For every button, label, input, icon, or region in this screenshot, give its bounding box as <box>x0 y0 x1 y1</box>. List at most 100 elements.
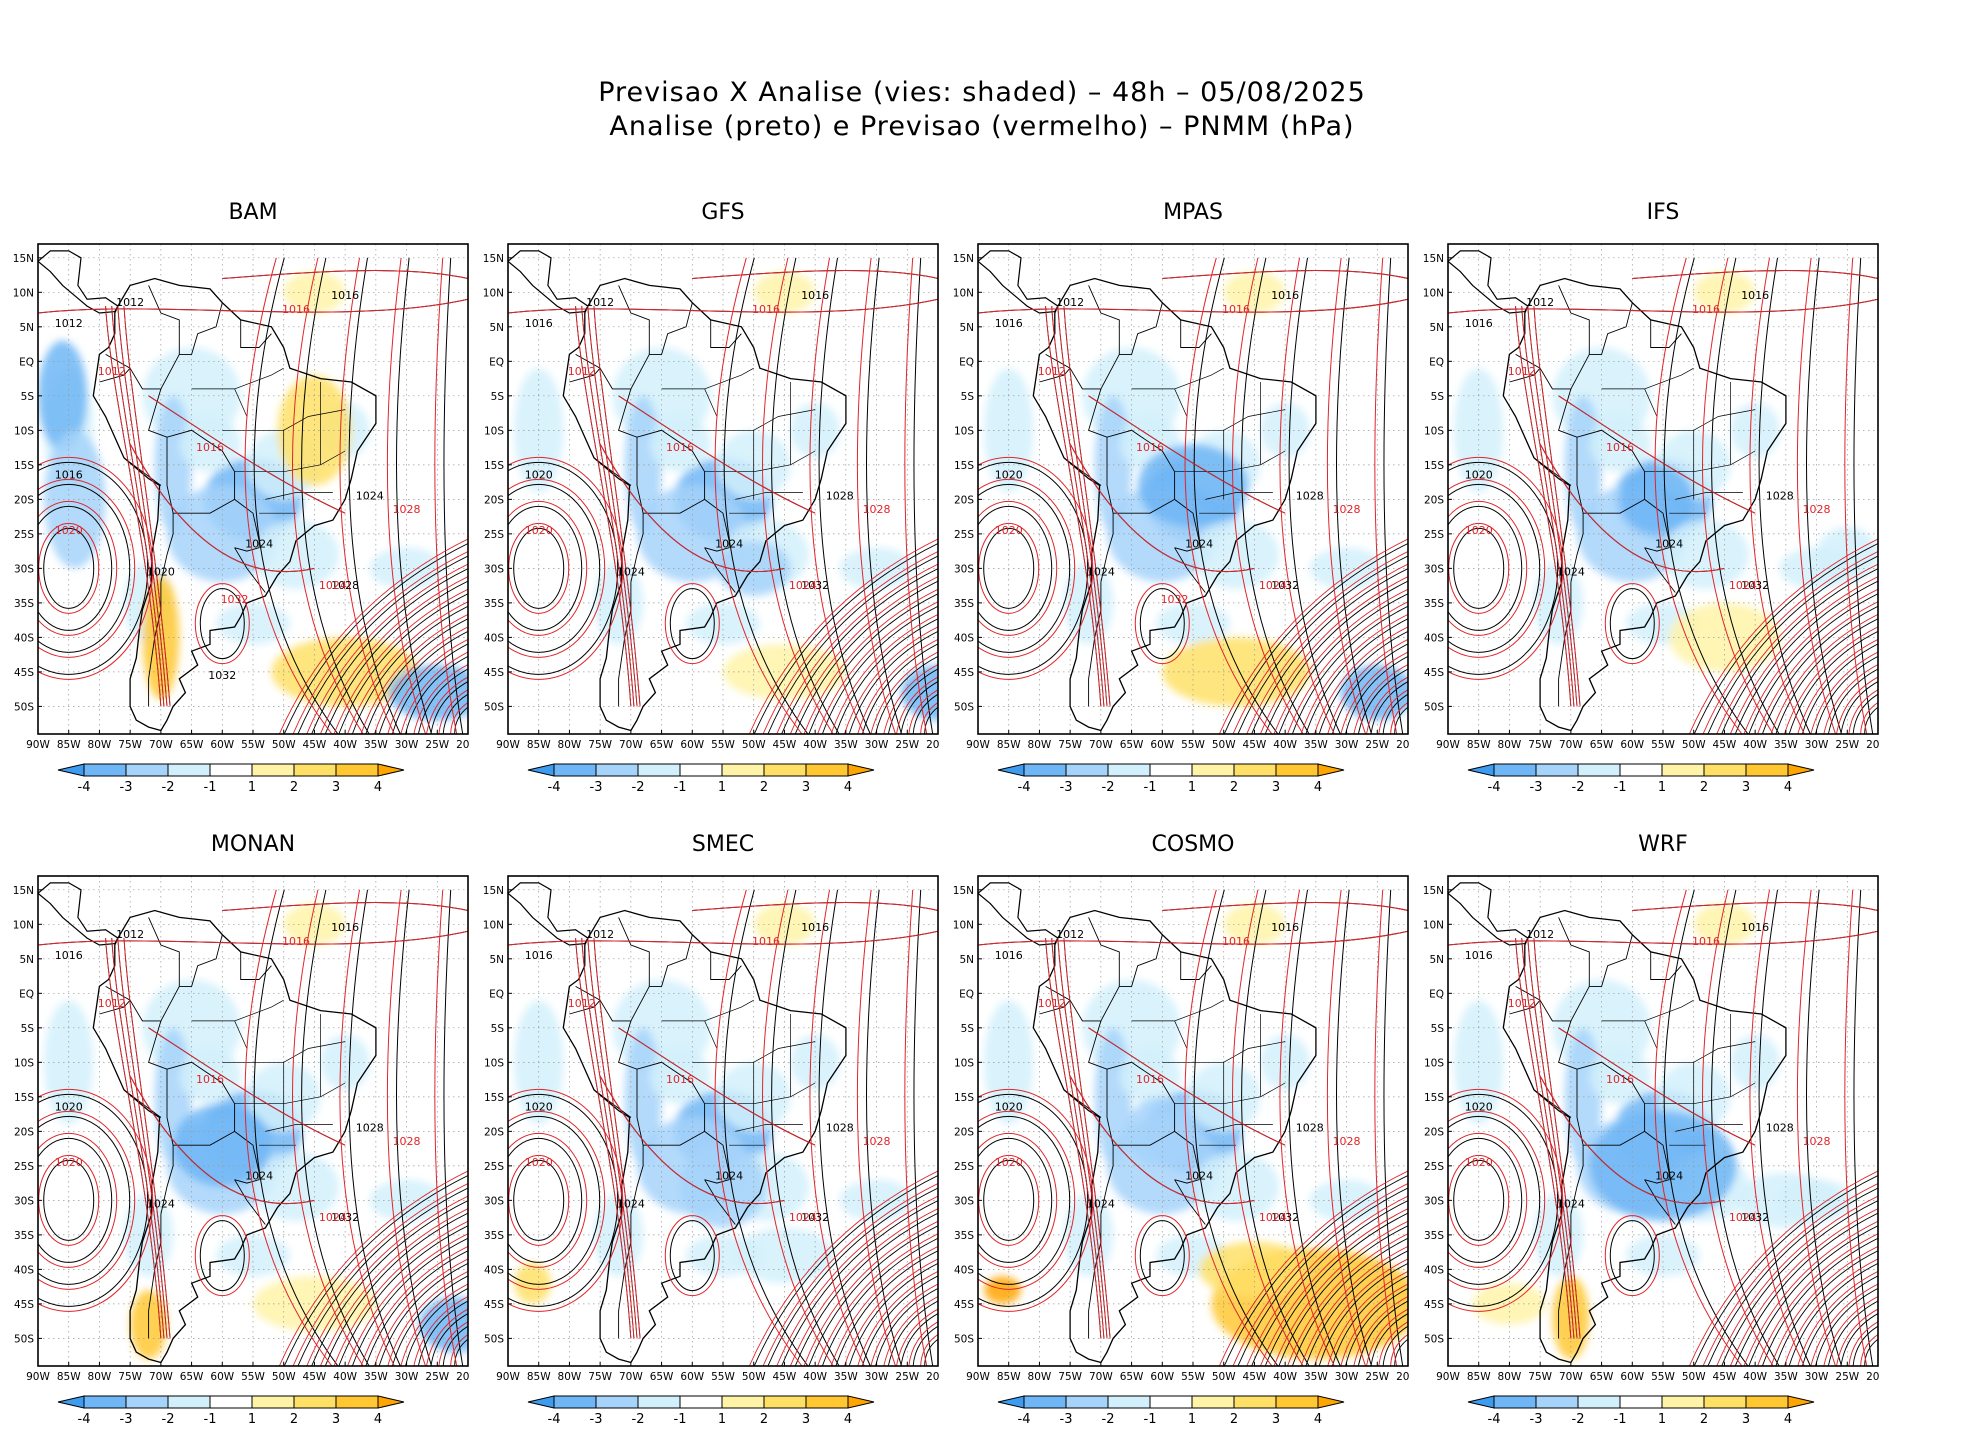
isobar <box>1693 543 1878 734</box>
isobar <box>396 889 432 1366</box>
lat-tick-label: 10N <box>483 919 504 931</box>
lon-tick-label: 65W <box>180 739 204 751</box>
isobar <box>508 1093 619 1307</box>
isobar <box>1558 1027 1756 1146</box>
isobar-label-forecast: 1020 <box>995 1156 1023 1169</box>
isobar <box>1848 689 1878 734</box>
isobar <box>38 298 468 314</box>
map-svg: 1016 1012 1016 1020 1024 1024 1028 1032 1016 1012… <box>13 875 470 1383</box>
isobar-label-analysis: 1016 <box>331 921 359 934</box>
title-line-1: Previsao X Analise (vies: shaded) – 48h … <box>598 77 1366 108</box>
country-border <box>105 285 180 390</box>
isobar <box>1788 1262 1878 1366</box>
colorbar-bin <box>1703 763 1747 777</box>
bias-area <box>1309 1179 1384 1222</box>
isobar <box>123 306 171 707</box>
isobar <box>405 1288 468 1366</box>
bias-area <box>1552 1276 1590 1360</box>
isobar <box>1654 889 1743 1366</box>
country-border <box>1045 917 1120 1022</box>
colorbar-bin <box>125 1395 169 1409</box>
isobar <box>1663 257 1749 734</box>
country-border <box>148 388 260 552</box>
isobar <box>129 1075 315 1205</box>
lat-tick-label: 35S <box>954 598 974 610</box>
lon-tick-label: 80W <box>88 739 112 751</box>
lat-tick-label: 5N <box>1429 954 1444 966</box>
isobar <box>1844 889 1868 1366</box>
lon-tick-label: 30W <box>395 1371 419 1383</box>
isobar <box>1539 443 1725 573</box>
lat-tick-label: 15S <box>1424 460 1444 472</box>
colorbar-label: -4 <box>1018 1412 1031 1427</box>
isobar <box>1730 576 1878 734</box>
figure-title: Previsao X Analise (vies: shaded) – 48h … <box>0 76 1964 144</box>
lat-tick-label: 35S <box>14 1230 34 1242</box>
isobar <box>129 443 315 573</box>
lon-tick-label: 70W <box>149 1371 173 1383</box>
isobar-label-analysis: 1024 <box>715 538 743 551</box>
lon-tick-label: 85W <box>1467 739 1491 751</box>
isobar-label-analysis: 1016 <box>1271 289 1299 302</box>
isobar <box>575 306 632 707</box>
isobar <box>1702 551 1878 734</box>
lat-tick-label: 40S <box>954 632 974 644</box>
isobar <box>1374 257 1398 734</box>
lat-tick-label: 10N <box>1423 919 1444 931</box>
lat-tick-label: 50S <box>484 1333 504 1345</box>
isobar <box>1279 889 1335 1366</box>
isobar <box>442 693 468 734</box>
lon-tick-label: 25W <box>1365 1371 1389 1383</box>
isobar <box>1515 938 1572 1339</box>
isobar <box>1318 630 1408 734</box>
isobar <box>771 889 840 1366</box>
isobar <box>1223 543 1408 734</box>
isobar-label-analysis: 1012 <box>586 296 614 309</box>
isobar <box>438 689 468 734</box>
lon-tick-label: 75W <box>588 1371 612 1383</box>
isobar <box>148 1027 346 1146</box>
isobar-label-forecast: 1028 <box>393 503 421 516</box>
isobar <box>508 500 588 636</box>
country-border <box>636 437 705 514</box>
bias-area <box>1137 444 1249 527</box>
isobar <box>883 664 938 734</box>
colorbar-label: -4 <box>78 780 91 795</box>
isobar <box>803 1220 938 1366</box>
isobar <box>587 938 638 1339</box>
isobar <box>862 643 938 734</box>
country-border <box>1063 457 1102 486</box>
lon-tick-label: 45W <box>303 739 327 751</box>
isobar <box>1852 1325 1878 1366</box>
panel-title: SMEC <box>691 832 755 857</box>
country-border <box>1063 1089 1102 1118</box>
colorbar-bin <box>595 763 639 777</box>
lat-tick-label: EQ <box>959 356 974 368</box>
isobar <box>692 902 938 912</box>
isobar <box>771 257 840 734</box>
isobar <box>1604 1215 1660 1297</box>
state-border <box>704 367 754 390</box>
isobar <box>1806 257 1842 734</box>
isobar <box>924 706 938 734</box>
isobar <box>978 483 1071 653</box>
isobar <box>1260 1208 1408 1366</box>
lon-tick-label: 60W <box>210 1371 234 1383</box>
isobar <box>413 1296 468 1366</box>
isobar <box>1345 1288 1408 1366</box>
lat-tick-label: 5N <box>1429 322 1444 334</box>
isobar <box>1193 257 1279 734</box>
isobar <box>669 1220 715 1292</box>
lon-tick-label: 80W <box>1028 1371 1052 1383</box>
lon-tick-label: 30W <box>1335 739 1359 751</box>
isobar <box>430 1313 468 1366</box>
lat-tick-label: EQ <box>489 356 504 368</box>
colorbar-label: 3 <box>1272 780 1280 795</box>
isobar-label-forecast: 1012 <box>1038 365 1066 378</box>
lat-tick-label: 35S <box>1424 598 1444 610</box>
isobar <box>1287 1233 1408 1366</box>
isobar <box>253 257 339 734</box>
isobar <box>762 551 938 734</box>
lon-tick-label: 50W <box>742 1371 766 1383</box>
isobar <box>38 505 113 631</box>
